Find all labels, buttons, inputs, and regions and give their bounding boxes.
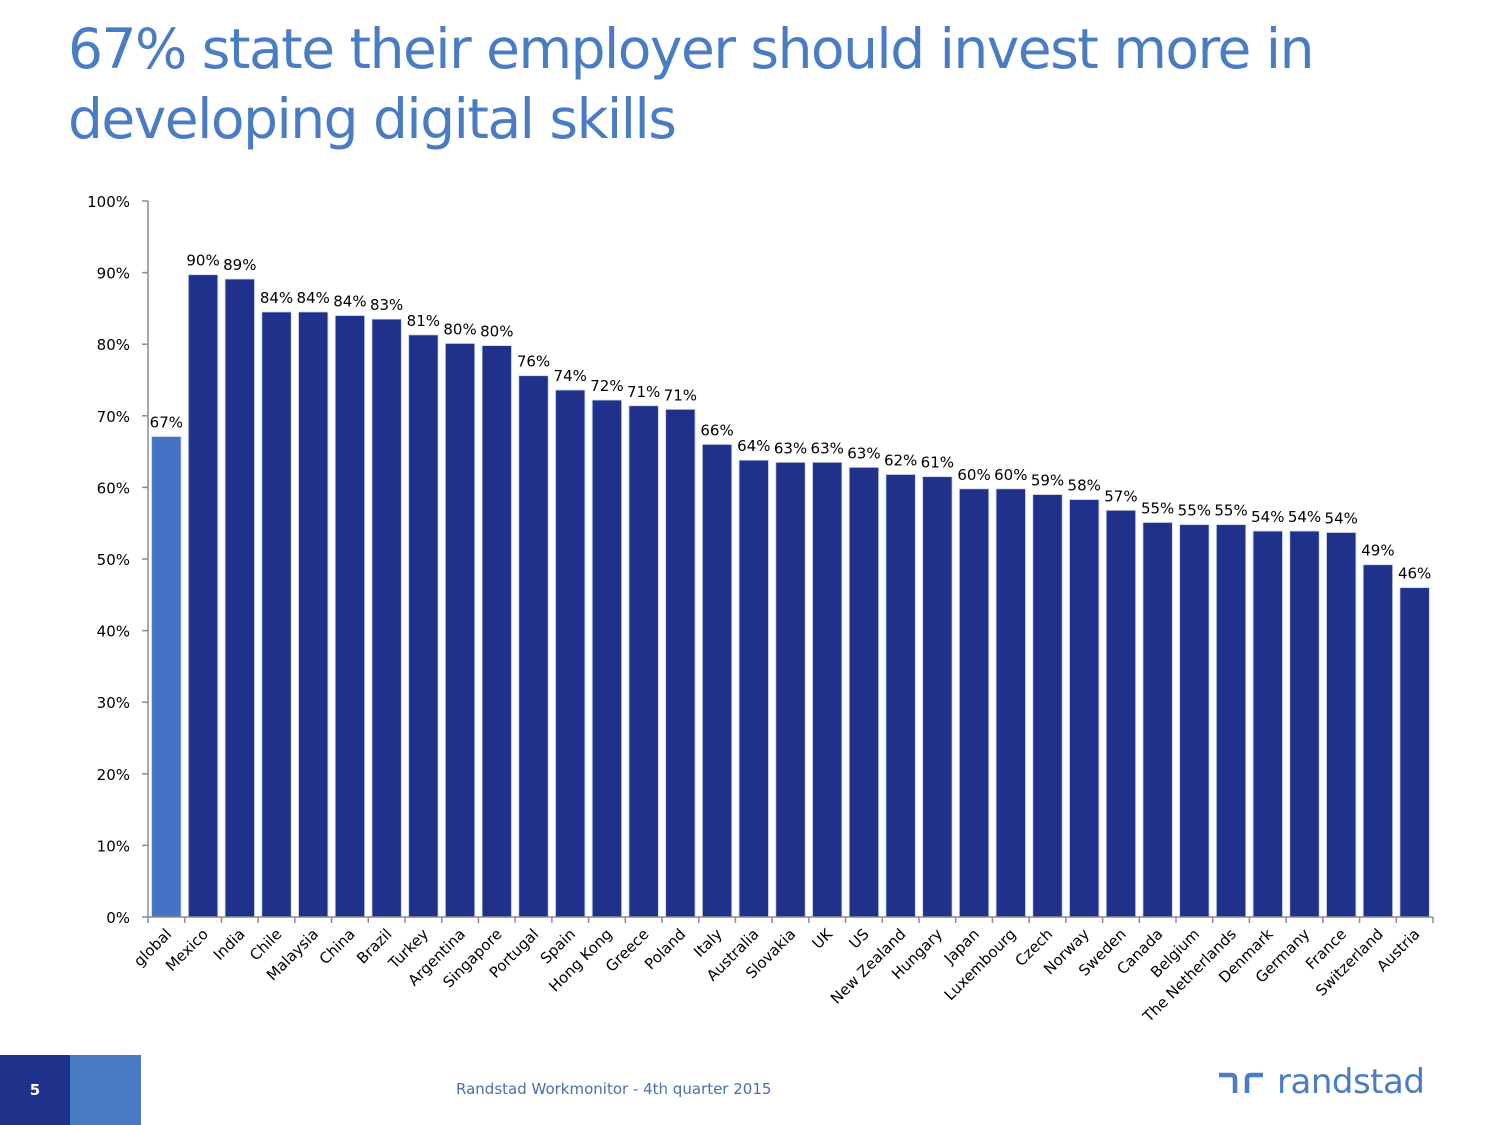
bar-belgium (1179, 524, 1210, 918)
bar-turkey (408, 334, 439, 918)
data-label: 81% (407, 312, 440, 330)
data-label: 63% (811, 439, 844, 457)
bar-norway (1069, 499, 1100, 918)
y-tick-label: 20% (97, 766, 130, 784)
bar-sweden (1105, 509, 1137, 918)
data-label: 55% (1178, 502, 1211, 520)
data-label: 54% (1325, 510, 1358, 528)
bars (151, 274, 1430, 918)
bar-argentina (444, 343, 476, 918)
bar-slovakia (775, 461, 806, 918)
bar-india (224, 278, 255, 918)
y-tick-label: 50% (97, 551, 130, 569)
y-tick-label: 10% (97, 837, 130, 855)
bar-uk (812, 461, 843, 918)
bar-austria (1399, 587, 1430, 918)
bar-us (848, 466, 880, 918)
data-label: 60% (957, 466, 990, 484)
bar-portugal (518, 375, 549, 918)
bar-chart: 0% 10% 20% 30% 40% 50% 60% 70% 80% 90% 100% 67% 90%… (87, 193, 1434, 1026)
y-tick-label: 80% (97, 336, 130, 354)
data-label: 76% (517, 353, 550, 371)
bar-china (334, 315, 366, 918)
bar-malaysia (298, 311, 329, 918)
y-tick-label: 70% (97, 408, 130, 426)
data-label: 90% (186, 252, 219, 270)
bar-france (1326, 532, 1357, 918)
bar-the-netherlands (1215, 524, 1247, 918)
bar-czech (1032, 494, 1063, 918)
bar-australia (738, 459, 769, 918)
data-label: 62% (884, 452, 917, 470)
randstad-logo: randstad (1217, 1062, 1425, 1102)
bar-switzerland (1362, 564, 1394, 918)
y-tick-label: 30% (97, 694, 130, 712)
x-tick-label: UK (809, 924, 837, 952)
data-label: 89% (223, 256, 256, 274)
bar-italy (701, 444, 733, 918)
y-tick-label: 90% (97, 265, 130, 283)
y-tick-label: 60% (97, 479, 130, 497)
data-label: 80% (443, 320, 476, 338)
data-label: 64% (737, 437, 770, 455)
bar-global (151, 436, 182, 918)
data-label: 60% (994, 466, 1027, 484)
x-tick-label: China (316, 925, 359, 968)
bar-japan (958, 488, 990, 918)
data-label: 63% (847, 444, 880, 462)
y-tick-label: 0% (106, 909, 130, 927)
bar-singapore (481, 345, 512, 918)
bar-poland (665, 408, 696, 918)
data-labels: 67%90% 89%84% 84% 84% 83%81% 80% 80%76%74%72% 7… (150, 252, 1432, 583)
bar-new-zealand (885, 474, 916, 918)
data-label: 80% (480, 323, 513, 341)
data-label: 46% (1398, 565, 1431, 583)
bar-greece (628, 405, 659, 918)
data-label: 67% (150, 414, 183, 432)
bar-luxembourg (995, 488, 1026, 918)
data-label: 84% (333, 293, 366, 311)
bar-canada (1142, 522, 1173, 918)
data-label: 55% (1214, 502, 1247, 520)
footer-accent-block (70, 1055, 141, 1125)
footer-source-text: Randstad Workmonitor - 4th quarter 2015 (456, 1080, 772, 1098)
data-label: 59% (1031, 472, 1064, 490)
bar-denmark (1252, 530, 1283, 918)
data-label: 63% (774, 439, 807, 457)
data-label: 83% (370, 296, 403, 314)
data-label: 84% (260, 289, 293, 307)
bar-chile (261, 311, 292, 918)
bar-hong-kong (591, 399, 623, 918)
bar-spain (555, 389, 586, 918)
data-label: 57% (1104, 487, 1137, 505)
x-tick-label: Poland (641, 925, 689, 973)
data-label: 72% (590, 377, 623, 395)
data-label: 66% (700, 421, 733, 439)
data-label: 55% (1141, 499, 1174, 517)
bar-brazil (371, 318, 402, 918)
data-label: 84% (297, 289, 330, 307)
data-label: 61% (921, 454, 954, 472)
bar-germany (1289, 530, 1320, 918)
data-label: 71% (664, 386, 697, 404)
data-label: 49% (1361, 542, 1394, 560)
bar-hungary (922, 476, 953, 918)
data-label: 54% (1288, 508, 1321, 526)
data-label: 58% (1068, 477, 1101, 495)
y-tick-label: 100% (87, 193, 130, 211)
y-axis: 0% 10% 20% 30% 40% 50% 60% 70% 80% 90% 100% (87, 193, 149, 927)
x-tick-label: India (210, 925, 249, 964)
bar-mexico (187, 274, 219, 918)
x-tick-label: US (846, 925, 873, 952)
data-label: 74% (554, 367, 587, 385)
randstad-logo-icon (1219, 1072, 1263, 1093)
data-label: 54% (1251, 508, 1284, 526)
y-tick-label: 40% (97, 623, 130, 641)
logo-wordmark: randstad (1277, 1062, 1425, 1102)
data-label: 71% (627, 383, 660, 401)
slide-title: 67% state their employer should invest m… (68, 17, 1314, 151)
x-axis: globalMexicoIndiaChileMalaysiaChinaBrazi… (130, 916, 1434, 1026)
page-number: 5 (0, 1055, 70, 1125)
